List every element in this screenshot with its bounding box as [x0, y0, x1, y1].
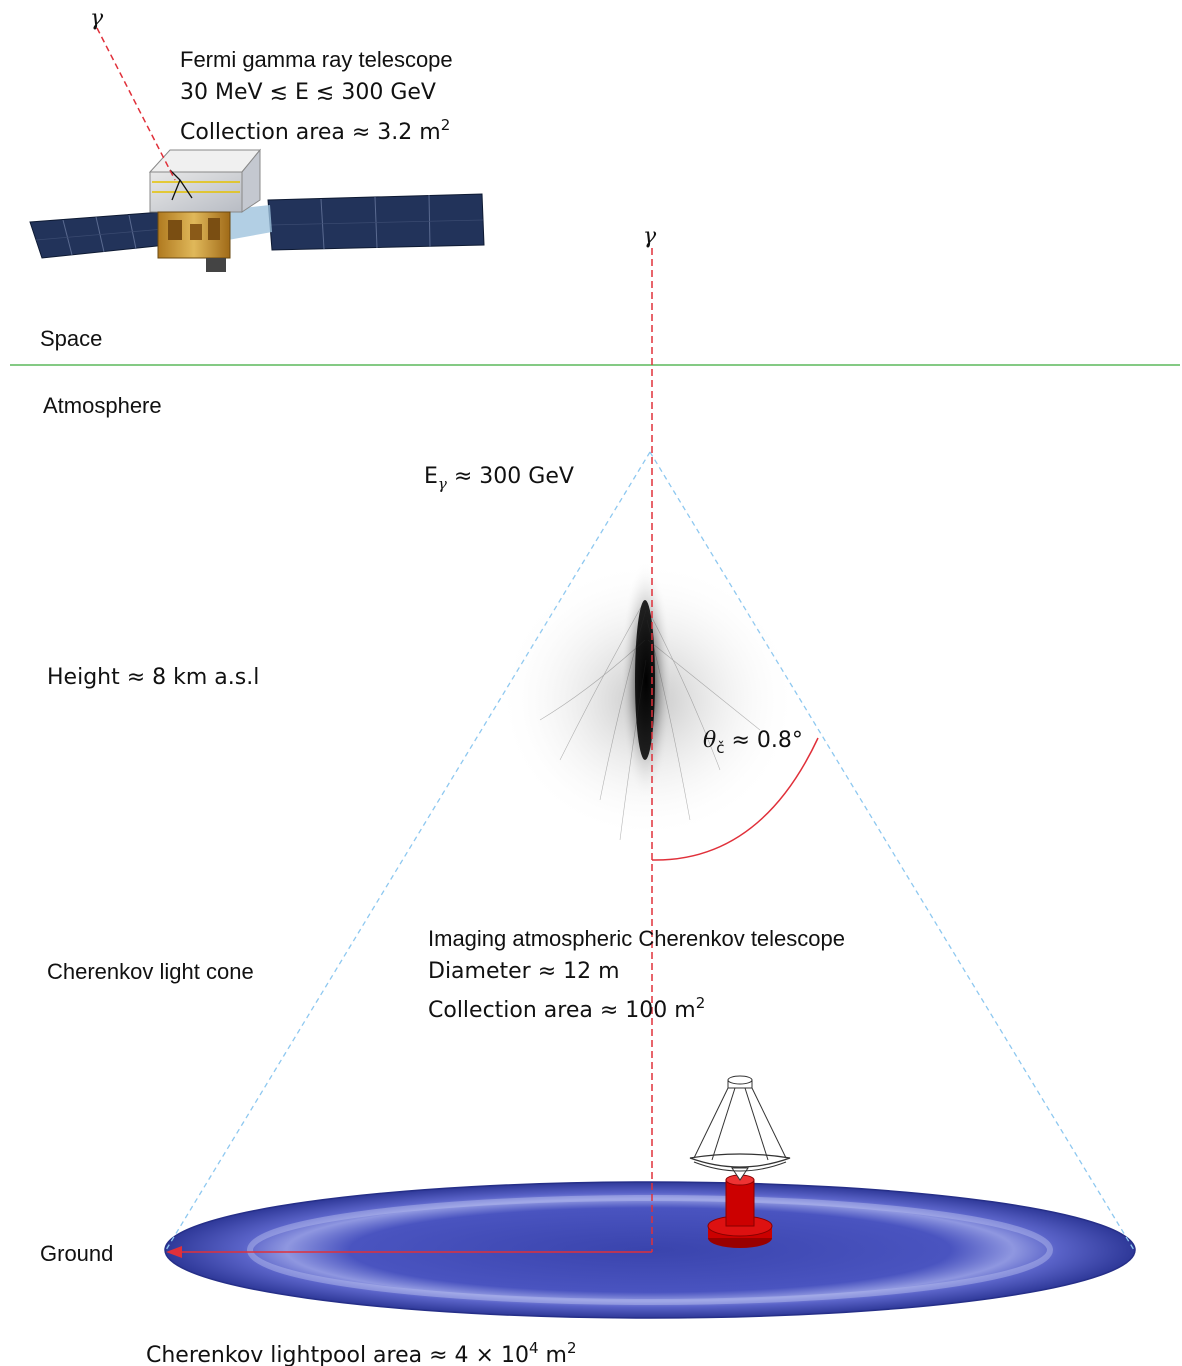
cone-edge-right [649, 451, 1135, 1251]
cherenkov-angle-label: θč ≈ 0.8° [703, 728, 803, 757]
label-ground: Ground [40, 1241, 114, 1266]
iact-telescope-icon [689, 1075, 791, 1248]
iact-title: Imaging atmospheric Cherenkov telescope [428, 926, 846, 951]
lightpool-area-label: Cherenkov lightpool area ≈ 4 × 104 m2 [146, 1339, 577, 1366]
fermi-energy-range: 30 MeV ≲ E ≲ 300 GeV [180, 80, 436, 105]
cone-edge-left [165, 451, 651, 1251]
gamma-symbol-main: γ [643, 224, 657, 249]
fermi-gamma-track [96, 27, 176, 181]
iact-diameter: Diameter ≈ 12 m [428, 959, 620, 984]
shower-height-label: Height ≈ 8 km a.s.l [47, 665, 260, 690]
label-atmosphere: Atmosphere [43, 393, 162, 418]
iact-collection-area: Collection area ≈ 100 m2 [428, 994, 706, 1023]
fermi-collection-area: Collection area ≈ 3.2 m2 [180, 116, 451, 145]
air-shower-image [498, 560, 798, 841]
fermi-satellite-icon [29, 148, 485, 272]
left-solar-panel [29, 211, 167, 259]
fermi-title: Fermi gamma ray telescope [180, 47, 453, 72]
lightpool-ellipse [164, 1181, 1136, 1319]
right-solar-panel [267, 193, 485, 251]
lightpool-radius-arrow [166, 1246, 652, 1258]
gamma-symbol-fermi: γ [90, 6, 104, 31]
gamma-energy-label: Eγ ≈ 300 GeV [424, 464, 574, 493]
cherenkov-angle-arc [651, 737, 819, 861]
label-space: Space [40, 326, 103, 351]
cone-label: Cherenkov light cone [47, 959, 254, 984]
